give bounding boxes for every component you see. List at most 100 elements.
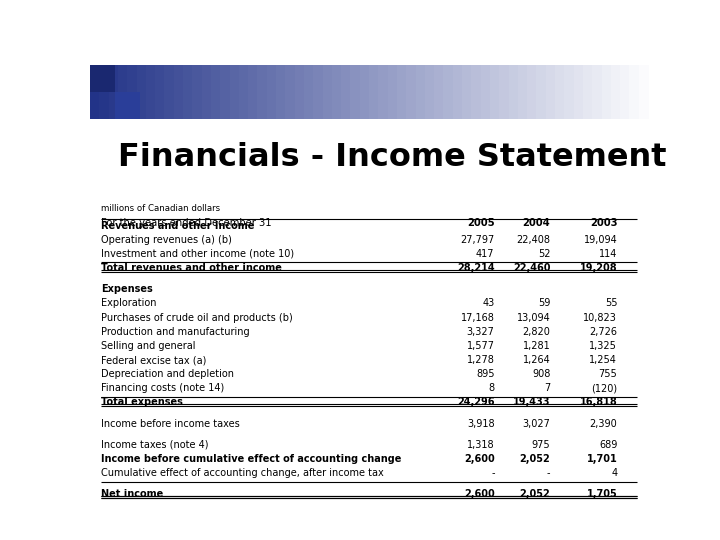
Bar	[341, 65, 351, 119]
Text: 4: 4	[611, 468, 617, 478]
Text: 28,214: 28,214	[457, 263, 495, 273]
Bar	[406, 65, 417, 119]
Text: 8: 8	[488, 383, 495, 393]
Bar	[620, 65, 631, 119]
Text: 1,705: 1,705	[587, 489, 617, 500]
Text: Total expenses: Total expenses	[101, 397, 183, 408]
Bar	[248, 65, 258, 119]
Text: 24,296: 24,296	[457, 397, 495, 408]
Text: Investment and other income (note 10): Investment and other income (note 10)	[101, 249, 294, 259]
Bar	[499, 65, 510, 119]
Bar	[192, 65, 203, 119]
Text: 19,094: 19,094	[583, 235, 617, 245]
Text: 7: 7	[544, 383, 550, 393]
Bar	[155, 65, 166, 119]
Bar	[90, 65, 115, 92]
Text: Purchases of crude oil and products (b): Purchases of crude oil and products (b)	[101, 313, 293, 322]
Bar	[230, 65, 240, 119]
Bar	[351, 65, 361, 119]
Bar	[555, 65, 565, 119]
Text: 1,281: 1,281	[523, 341, 550, 351]
Text: Net income: Net income	[101, 489, 163, 500]
Bar	[137, 65, 147, 119]
Text: millions of Canadian dollars: millions of Canadian dollars	[101, 204, 220, 213]
Bar	[115, 92, 140, 119]
Text: 43: 43	[482, 299, 495, 308]
Text: 2,052: 2,052	[520, 489, 550, 500]
Text: 2,390: 2,390	[590, 418, 617, 429]
Bar	[415, 65, 426, 119]
Bar	[369, 65, 379, 119]
Text: 2,600: 2,600	[464, 454, 495, 464]
Text: Selling and general: Selling and general	[101, 341, 196, 351]
Text: 59: 59	[538, 299, 550, 308]
Text: 55: 55	[605, 299, 617, 308]
Text: 895: 895	[476, 369, 495, 379]
Bar	[285, 65, 296, 119]
Text: 2003: 2003	[590, 218, 617, 228]
Text: 3,327: 3,327	[467, 327, 495, 337]
Text: Cumulative effect of accounting change, after income tax: Cumulative effect of accounting change, …	[101, 468, 384, 478]
Bar	[564, 65, 575, 119]
Text: 975: 975	[532, 440, 550, 450]
Text: 2,600: 2,600	[464, 489, 495, 500]
Text: 3,027: 3,027	[523, 418, 550, 429]
Text: Financing costs (note 14): Financing costs (note 14)	[101, 383, 225, 393]
Bar	[323, 65, 333, 119]
Bar	[387, 65, 398, 119]
Bar	[490, 65, 500, 119]
Bar	[266, 65, 277, 119]
Text: Federal excise tax (a): Federal excise tax (a)	[101, 355, 207, 365]
Text: Expenses: Expenses	[101, 285, 153, 294]
Text: Income before income taxes: Income before income taxes	[101, 418, 240, 429]
Text: 2,726: 2,726	[589, 327, 617, 337]
Text: Production and manufacturing: Production and manufacturing	[101, 327, 250, 337]
Text: Income before cumulative effect of accounting change: Income before cumulative effect of accou…	[101, 454, 402, 464]
Text: Financials - Income Statement: Financials - Income Statement	[118, 141, 667, 173]
Text: Exploration: Exploration	[101, 299, 157, 308]
Text: 114: 114	[599, 249, 617, 259]
Text: 755: 755	[598, 369, 617, 379]
Text: 908: 908	[532, 369, 550, 379]
Text: 22,408: 22,408	[516, 235, 550, 245]
Bar	[183, 65, 194, 119]
Bar	[313, 65, 323, 119]
Text: 2004: 2004	[523, 218, 550, 228]
Text: Revenues and other income: Revenues and other income	[101, 221, 255, 231]
Bar	[90, 65, 100, 119]
Bar	[611, 65, 621, 119]
Text: 1,318: 1,318	[467, 440, 495, 450]
Bar	[583, 65, 593, 119]
Bar	[639, 65, 649, 119]
Text: 417: 417	[476, 249, 495, 259]
Text: 1,278: 1,278	[467, 355, 495, 365]
Text: 1,701: 1,701	[587, 454, 617, 464]
Text: 13,094: 13,094	[516, 313, 550, 322]
Text: 27,797: 27,797	[460, 235, 495, 245]
Text: For the years ended December 31: For the years ended December 31	[101, 218, 271, 228]
Bar	[211, 65, 221, 119]
Bar	[444, 65, 454, 119]
Text: 19,433: 19,433	[513, 397, 550, 408]
Text: Total revenues and other income: Total revenues and other income	[101, 263, 282, 273]
Bar	[118, 65, 128, 119]
Bar	[258, 65, 268, 119]
Bar	[99, 65, 109, 119]
Text: Operating revenues (a) (b): Operating revenues (a) (b)	[101, 235, 232, 245]
Text: 10,823: 10,823	[583, 313, 617, 322]
Text: 1,264: 1,264	[523, 355, 550, 365]
Bar	[629, 65, 640, 119]
Text: 19,208: 19,208	[580, 263, 617, 273]
Bar	[425, 65, 435, 119]
Bar	[453, 65, 463, 119]
Text: 689: 689	[599, 440, 617, 450]
Text: 2005: 2005	[467, 218, 495, 228]
Text: 2,052: 2,052	[520, 454, 550, 464]
Text: 2,820: 2,820	[523, 327, 550, 337]
Bar	[472, 65, 482, 119]
Text: 16,818: 16,818	[580, 397, 617, 408]
Text: (120): (120)	[591, 383, 617, 393]
Text: -: -	[547, 468, 550, 478]
Bar	[109, 65, 119, 119]
Bar	[574, 65, 584, 119]
